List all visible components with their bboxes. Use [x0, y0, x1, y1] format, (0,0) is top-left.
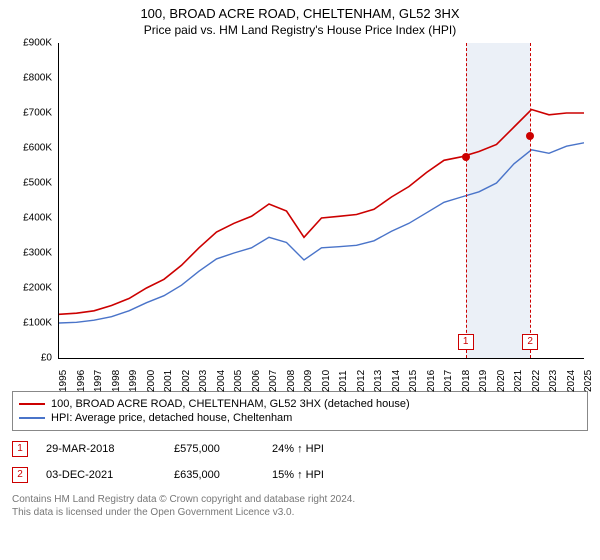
y-tick-label: £300K — [23, 248, 52, 259]
below-chart: 100, BROAD ACRE ROAD, CHELTENHAM, GL52 3… — [12, 391, 588, 483]
sale-date: 29-MAR-2018 — [46, 443, 156, 455]
sale-delta: 24% ↑ HPI — [272, 443, 372, 455]
x-tick-label: 2018 — [461, 370, 472, 392]
footer-line-2: This data is licensed under the Open Gov… — [12, 506, 588, 519]
sale-badge: 1 — [12, 441, 28, 457]
title-block: 100, BROAD ACRE ROAD, CHELTENHAM, GL52 3… — [0, 0, 600, 39]
legend-row: 100, BROAD ACRE ROAD, CHELTENHAM, GL52 3… — [19, 398, 581, 410]
marker-badge: 1 — [458, 334, 474, 350]
legend-swatch — [19, 417, 45, 419]
sales-table: 1 29-MAR-2018 £575,000 24% ↑ HPI 2 03-DEC-202… — [12, 441, 588, 483]
x-tick-label: 2020 — [496, 370, 507, 392]
series-line — [59, 110, 584, 315]
x-tick-label: 1996 — [76, 370, 87, 392]
x-tick-label: 2015 — [408, 370, 419, 392]
title-line-2: Price paid vs. HM Land Registry's House … — [0, 23, 600, 37]
x-tick-label: 1997 — [93, 370, 104, 392]
x-tick-label: 2016 — [426, 370, 437, 392]
x-tick-label: 2022 — [531, 370, 542, 392]
chart: £0 £100K £200K £300K £400K £500K £600K £700K £80… — [12, 43, 588, 383]
x-tick-label: 2021 — [513, 370, 524, 392]
title-line-1: 100, BROAD ACRE ROAD, CHELTENHAM, GL52 3… — [0, 6, 600, 21]
marker-dot — [462, 153, 470, 161]
x-tick-label: 2013 — [373, 370, 384, 392]
sale-row: 1 29-MAR-2018 £575,000 24% ↑ HPI — [12, 441, 588, 457]
y-axis: £0£100K£200K£300K£400K£500K£600K£700K£80… — [12, 43, 56, 359]
y-tick-label: £900K — [23, 38, 52, 49]
sale-date: 03-DEC-2021 — [46, 469, 156, 481]
x-tick-label: 2012 — [356, 370, 367, 392]
x-tick-label: 2004 — [216, 370, 227, 392]
x-tick-label: 2002 — [181, 370, 192, 392]
legend-row: HPI: Average price, detached house, Chel… — [19, 412, 581, 424]
legend-swatch — [19, 403, 45, 405]
sale-price: £635,000 — [174, 469, 254, 481]
x-tick-label: 2014 — [391, 370, 402, 392]
plot-area: 12 — [58, 43, 584, 359]
x-axis: 1995 1996 1997 1998 1999 2000 2001 2002 2003 2004… — [58, 359, 584, 389]
x-tick-label: 2010 — [321, 370, 332, 392]
x-tick-label: 2025 — [583, 370, 594, 392]
x-tick-label: 2005 — [233, 370, 244, 392]
y-tick-label: £500K — [23, 178, 52, 189]
y-tick-label: £800K — [23, 73, 52, 84]
x-tick-label: 2011 — [338, 370, 349, 392]
marker-line — [466, 43, 467, 358]
x-tick-label: 1995 — [58, 370, 69, 392]
x-tick-label: 2008 — [286, 370, 297, 392]
x-tick-label: 2009 — [303, 370, 314, 392]
y-tick-label: £400K — [23, 213, 52, 224]
x-tick-label: 2019 — [478, 370, 489, 392]
legend: 100, BROAD ACRE ROAD, CHELTENHAM, GL52 3… — [12, 391, 588, 431]
series-line — [59, 143, 584, 323]
x-tick-label: 2001 — [163, 370, 174, 392]
footer: Contains HM Land Registry data © Crown c… — [12, 493, 588, 519]
x-tick-label: 2006 — [251, 370, 262, 392]
sale-badge: 2 — [12, 467, 28, 483]
legend-label: 100, BROAD ACRE ROAD, CHELTENHAM, GL52 3… — [51, 398, 410, 410]
y-tick-label: £200K — [23, 283, 52, 294]
x-tick-label: 2003 — [198, 370, 209, 392]
marker-dot — [526, 132, 534, 140]
x-tick-label: 2017 — [443, 370, 454, 392]
marker-badge: 2 — [522, 334, 538, 350]
y-tick-label: £0 — [41, 353, 52, 364]
sale-row: 2 03-DEC-2021 £635,000 15% ↑ HPI — [12, 467, 588, 483]
marker-line — [530, 43, 531, 358]
x-tick-label: 2000 — [146, 370, 157, 392]
legend-label: HPI: Average price, detached house, Chel… — [51, 412, 292, 424]
sale-price: £575,000 — [174, 443, 254, 455]
x-tick-label: 2007 — [268, 370, 279, 392]
x-tick-label: 2024 — [566, 370, 577, 392]
y-tick-label: £700K — [23, 108, 52, 119]
y-tick-label: £100K — [23, 318, 52, 329]
chart-lines — [59, 43, 584, 358]
x-tick-label: 2023 — [548, 370, 559, 392]
sale-delta: 15% ↑ HPI — [272, 469, 372, 481]
y-tick-label: £600K — [23, 143, 52, 154]
x-tick-label: 1998 — [111, 370, 122, 392]
footer-line-1: Contains HM Land Registry data © Crown c… — [12, 493, 588, 506]
x-tick-label: 1999 — [128, 370, 139, 392]
